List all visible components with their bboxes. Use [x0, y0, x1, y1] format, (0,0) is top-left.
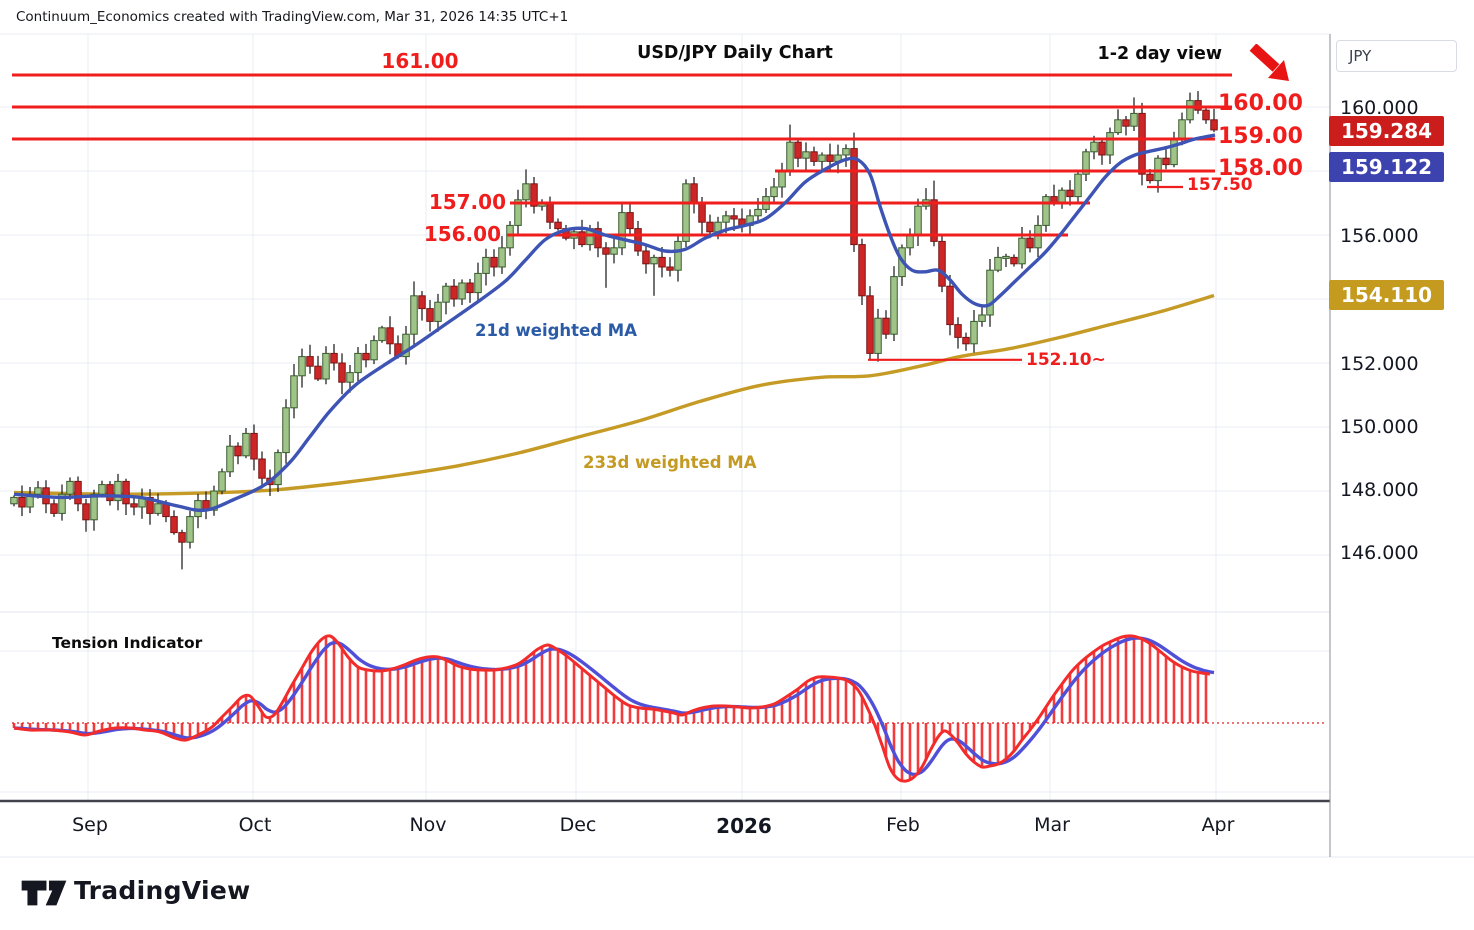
- ma233-price-badge: 154.110: [1329, 280, 1444, 310]
- credit-line: Continuum_Economics created with Trading…: [16, 9, 569, 25]
- chart-title: USD/JPY Daily Chart: [637, 43, 833, 63]
- tradingview-logo-text[interactable]: TradingView: [74, 876, 251, 905]
- tension-indicator-label: Tension Indicator: [52, 634, 203, 652]
- grid-layer: [0, 33, 1330, 800]
- level-label-160: 160.00: [1218, 91, 1303, 116]
- level-label-159: 159.00: [1218, 124, 1303, 149]
- currency-button[interactable]: JPY: [1336, 40, 1457, 72]
- price-tick-146[interactable]: 146.000: [1340, 542, 1419, 564]
- x-label-mar[interactable]: Mar: [1034, 814, 1070, 836]
- tension-slow-line: [13, 636, 1215, 777]
- x-label-apr[interactable]: Apr: [1201, 814, 1235, 836]
- ma233-line: [13, 293, 1215, 496]
- price-tick-152[interactable]: 152.000: [1340, 353, 1419, 375]
- x-label-dec[interactable]: Dec: [559, 814, 597, 836]
- price-tick-156[interactable]: 156.000: [1340, 225, 1419, 247]
- level-lines-layer: [12, 73, 1232, 361]
- level-label-157-50: 157.50: [1187, 175, 1253, 195]
- tradingview-logo-icon[interactable]: [20, 873, 68, 913]
- x-label-sep[interactable]: Sep: [72, 814, 108, 836]
- x-label-2026[interactable]: 2026: [716, 814, 772, 838]
- tension-layer: [12, 634, 1327, 783]
- ma233-label: 233d weighted MA: [583, 453, 757, 472]
- candlestick-layer: [10, 91, 1218, 570]
- level-label-157: 157.00: [428, 190, 506, 214]
- x-label-feb[interactable]: Feb: [886, 814, 920, 836]
- ma233-layer: [13, 293, 1215, 496]
- currency-label: JPY: [1349, 47, 1372, 65]
- ma21-price-badge: 159.122: [1329, 152, 1444, 182]
- ma21-layer: [13, 133, 1216, 513]
- x-label-oct[interactable]: Oct: [238, 814, 272, 836]
- x-label-nov[interactable]: Nov: [409, 814, 447, 836]
- down-right-arrow-icon: [1248, 43, 1294, 86]
- price-tick-150[interactable]: 150.000: [1340, 416, 1419, 438]
- view-horizon-label: 1-2 day view: [1097, 44, 1222, 64]
- price-tick-160[interactable]: 160.000: [1340, 97, 1419, 119]
- level-label-161: 161.00: [381, 49, 459, 73]
- ma21-line: [13, 133, 1216, 513]
- ma21-label: 21d weighted MA: [475, 321, 637, 340]
- level-label-156: 156.00: [423, 222, 501, 246]
- tension-fast-line: [13, 634, 1211, 783]
- last-price-badge: 159.284: [1329, 116, 1444, 146]
- price-tick-148[interactable]: 148.000: [1340, 479, 1419, 501]
- level-label-152-10: 152.10~: [1026, 350, 1106, 370]
- level-label-158: 158.00: [1218, 156, 1303, 181]
